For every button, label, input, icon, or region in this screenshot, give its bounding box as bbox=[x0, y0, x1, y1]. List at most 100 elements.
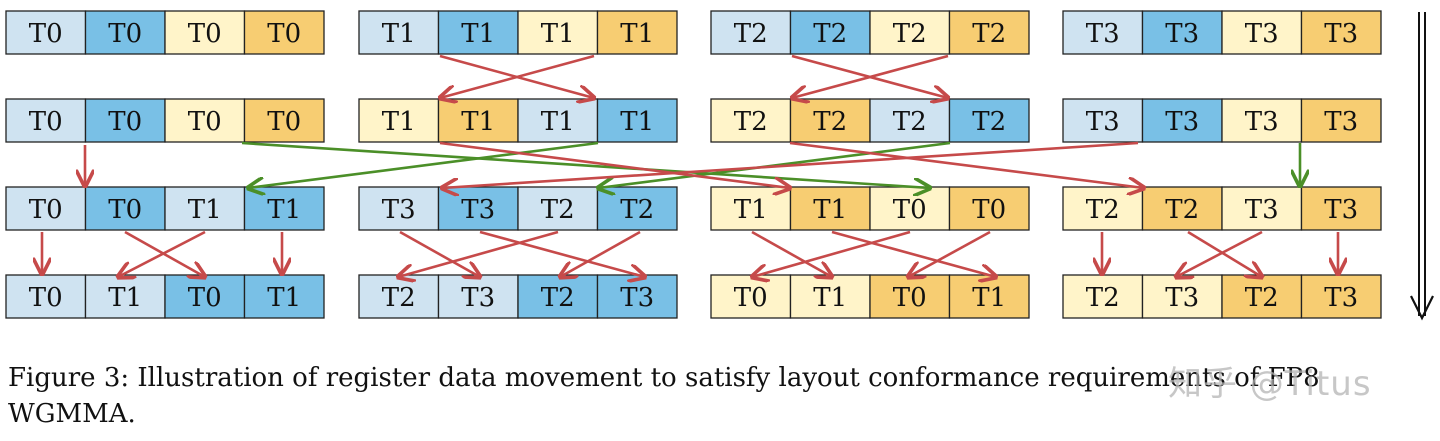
register-cell bbox=[5, 10, 87, 55]
time-direction-arrow bbox=[1410, 12, 1434, 321]
register-group: T1 T1 T1 T1 bbox=[358, 10, 678, 55]
register-cell bbox=[437, 98, 519, 143]
register-cell-label: T1 bbox=[382, 19, 416, 49]
register-cell-label: T1 bbox=[541, 107, 575, 137]
register-cell bbox=[1062, 10, 1144, 55]
movement-arrow bbox=[1176, 230, 1263, 277]
register-cell-label: T3 bbox=[382, 195, 416, 225]
register-group: T0 T0 T0 T0 bbox=[5, 10, 325, 55]
register-cell-label: T1 bbox=[541, 19, 575, 49]
register-cell-label: T1 bbox=[461, 107, 495, 137]
register-cell bbox=[789, 98, 871, 143]
register-cell-label: T0 bbox=[188, 19, 222, 49]
register-cell-label: T3 bbox=[1086, 107, 1120, 137]
movement-arrow bbox=[118, 230, 206, 277]
register-cell bbox=[243, 98, 325, 143]
register-cell-label: T2 bbox=[1165, 195, 1199, 225]
register-cell-label: T0 bbox=[972, 195, 1006, 225]
register-cell-label: T2 bbox=[813, 107, 847, 137]
watermark: 知乎 @Titus bbox=[1168, 364, 1372, 404]
register-cell bbox=[1141, 98, 1223, 143]
register-cell-label: T3 bbox=[1245, 19, 1279, 49]
register-cell-label: T3 bbox=[1245, 107, 1279, 137]
register-group: T3 T3 T2 T2 bbox=[358, 186, 678, 231]
movement-arrow bbox=[124, 230, 205, 277]
register-cell bbox=[1300, 98, 1382, 143]
register-cell bbox=[5, 98, 87, 143]
movement-arrow bbox=[241, 141, 930, 188]
movement-arrow bbox=[399, 230, 480, 277]
register-cell-label: T0 bbox=[893, 283, 927, 313]
register-cell bbox=[517, 274, 599, 319]
register-cell-label: T3 bbox=[620, 283, 654, 313]
register-cell-label: T2 bbox=[813, 19, 847, 49]
register-cell-label: T1 bbox=[972, 283, 1006, 313]
register-cell-label: T0 bbox=[267, 107, 301, 137]
register-group: T1 T1 T1 T1 bbox=[358, 98, 678, 143]
register-cell-label: T1 bbox=[188, 195, 222, 225]
register-cell bbox=[517, 98, 599, 143]
register-cell bbox=[84, 186, 166, 231]
movement-arrow bbox=[439, 141, 790, 188]
register-cell bbox=[869, 98, 951, 143]
register-cell bbox=[789, 10, 871, 55]
register-cell bbox=[1221, 10, 1303, 55]
register-cell-label: T0 bbox=[734, 283, 768, 313]
register-cell bbox=[84, 274, 166, 319]
register-group: T2 T2 T3 T3 bbox=[1062, 186, 1382, 231]
movement-arrow bbox=[442, 141, 1139, 188]
figure-caption: Figure 3: Illustration of register data … bbox=[8, 363, 1320, 429]
register-cell bbox=[948, 186, 1030, 231]
register-cell-label: T3 bbox=[1324, 19, 1358, 49]
register-cell-label: T3 bbox=[1245, 195, 1279, 225]
register-group: T2 T3 T2 T3 bbox=[358, 274, 678, 319]
movement-arrow bbox=[789, 141, 1144, 188]
register-cell bbox=[948, 98, 1030, 143]
register-group: T3 T3 T3 T3 bbox=[1062, 98, 1382, 143]
register-cell bbox=[164, 274, 246, 319]
register-cell-label: T3 bbox=[1086, 19, 1120, 49]
movement-arrow bbox=[479, 230, 645, 277]
register-cell-label: T0 bbox=[29, 107, 63, 137]
register-cell-label: T3 bbox=[1165, 283, 1199, 313]
register-cell bbox=[1141, 10, 1223, 55]
register-cell-label: T2 bbox=[893, 19, 927, 49]
register-cell-label: T2 bbox=[972, 107, 1006, 137]
register-group: T2 T2 T2 T2 bbox=[710, 10, 1030, 55]
register-cell-label: T0 bbox=[108, 107, 142, 137]
movement-arrow bbox=[440, 54, 595, 98]
register-group: T0 T1 T0 T1 bbox=[710, 274, 1030, 319]
register-cell bbox=[1300, 186, 1382, 231]
register-cell-label: T3 bbox=[461, 283, 495, 313]
movement-arrow bbox=[398, 230, 559, 277]
register-cell bbox=[437, 10, 519, 55]
movement-arrow bbox=[792, 54, 949, 98]
movement-arrow bbox=[831, 230, 996, 277]
register-cell-label: T2 bbox=[1245, 283, 1279, 313]
register-cell bbox=[5, 274, 87, 319]
register-cell-label: T1 bbox=[620, 19, 654, 49]
register-cell-label: T1 bbox=[382, 107, 416, 137]
register-cell-label: T0 bbox=[188, 107, 222, 137]
register-cell-label: T1 bbox=[267, 195, 301, 225]
register-cell-label: T3 bbox=[1324, 283, 1358, 313]
register-cell-label: T1 bbox=[734, 195, 768, 225]
movement-arrow bbox=[752, 230, 911, 277]
register-group: T1 T1 T0 T0 bbox=[710, 186, 1030, 231]
register-cell bbox=[358, 10, 440, 55]
register-cell-label: T1 bbox=[108, 283, 142, 313]
register-cell bbox=[1300, 10, 1382, 55]
register-cell-label: T1 bbox=[267, 283, 301, 313]
register-cell bbox=[358, 186, 440, 231]
register-group: T0 T1 T0 T1 bbox=[5, 274, 325, 319]
register-cell bbox=[596, 98, 678, 143]
register-cell-label: T2 bbox=[972, 19, 1006, 49]
register-cell-label: T1 bbox=[461, 19, 495, 49]
register-cell-label: T1 bbox=[620, 107, 654, 137]
register-cell bbox=[710, 10, 792, 55]
register-cell bbox=[164, 186, 246, 231]
register-cell bbox=[789, 186, 871, 231]
register-cell-label: T2 bbox=[620, 195, 654, 225]
register-cell bbox=[358, 98, 440, 143]
movement-arrow bbox=[908, 230, 991, 277]
